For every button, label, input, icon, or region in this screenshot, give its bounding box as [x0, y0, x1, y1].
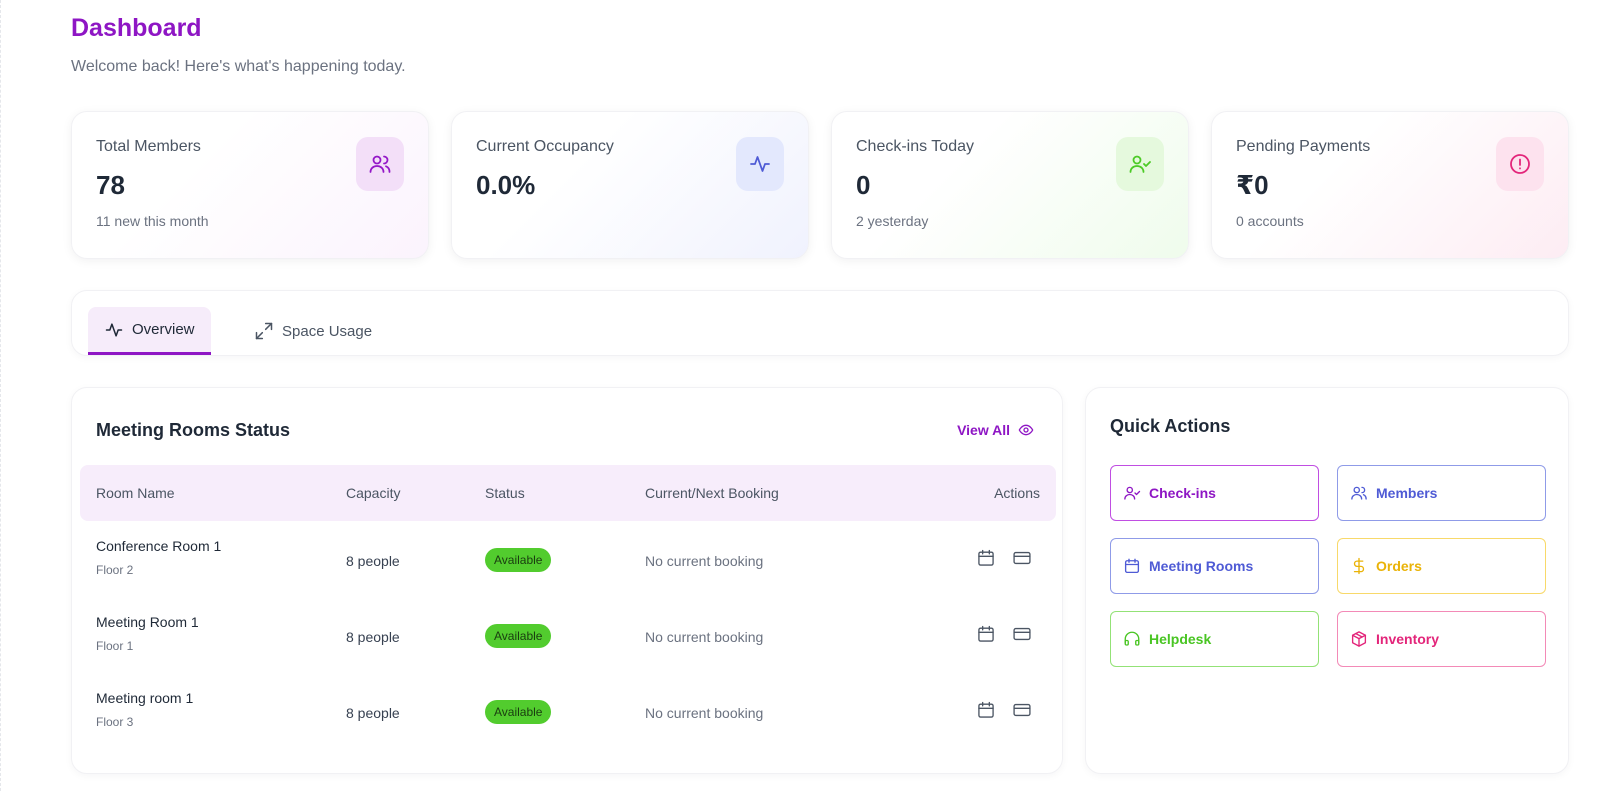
stat-value: 0.0% — [476, 170, 536, 200]
table-header: Room Name Capacity Status Current/Next B… — [80, 465, 1056, 521]
button-label: Inventory — [1376, 631, 1440, 647]
button-label: Check-ins — [1149, 485, 1216, 501]
members-button[interactable]: Members — [1337, 465, 1546, 521]
view-all-label: View All — [957, 422, 1010, 438]
column-header-capacity: Capacity — [346, 485, 401, 501]
stat-card-total-members: Total Members 78 11 new this month — [71, 111, 429, 259]
calendar-icon[interactable] — [976, 700, 998, 722]
quick-actions-card: Quick Actions Check-ins Members Meeting … — [1085, 387, 1569, 774]
expand-icon — [255, 322, 273, 340]
credit-card-icon[interactable] — [1012, 700, 1034, 722]
room-floor: Floor 3 — [96, 715, 134, 729]
column-header-status: Status — [485, 485, 525, 501]
users-icon — [356, 137, 404, 191]
stat-note: 0 accounts — [1236, 213, 1304, 229]
column-header-booking: Current/Next Booking — [645, 485, 779, 501]
room-floor: Floor 2 — [96, 563, 134, 577]
headphones-icon — [1124, 631, 1140, 646]
dollar-icon — [1353, 557, 1365, 575]
users-icon — [1351, 486, 1367, 500]
column-header-actions: Actions — [994, 485, 1040, 501]
table-row: Conference Room 1 Floor 2 8 people Avail… — [72, 521, 1064, 597]
column-header-room-name: Room Name — [96, 485, 175, 501]
room-name: Meeting room 1 — [96, 690, 194, 706]
room-name: Conference Room 1 — [96, 538, 222, 554]
eye-icon — [1018, 424, 1034, 436]
stat-card-current-occupancy: Current Occupancy 0.0% — [451, 111, 809, 259]
room-floor: Floor 1 — [96, 639, 134, 653]
room-capacity: 8 people — [346, 705, 400, 721]
status-badge: Available — [485, 700, 552, 724]
room-capacity: 8 people — [346, 553, 400, 569]
table-row: Meeting Room 1 Floor 1 8 people Availabl… — [72, 597, 1064, 673]
package-icon — [1351, 631, 1367, 647]
status-badge: Available — [485, 548, 552, 572]
button-label: Meeting Rooms — [1149, 558, 1254, 574]
meeting-rooms-button[interactable]: Meeting Rooms — [1110, 538, 1319, 594]
credit-card-icon[interactable] — [1012, 624, 1034, 646]
stat-label: Total Members — [96, 138, 201, 155]
meeting-rooms-title: Meeting Rooms Status — [96, 420, 291, 440]
stat-value: 78 — [96, 170, 125, 200]
user-check-icon — [1124, 486, 1141, 500]
activity-icon — [736, 137, 784, 191]
stat-label: Current Occupancy — [476, 138, 614, 155]
room-capacity: 8 people — [346, 629, 400, 645]
page-subtitle: Welcome back! Here's what's happening to… — [71, 58, 406, 75]
status-badge: Available — [485, 624, 552, 648]
stat-card-pending-payments: Pending Payments ₹0 0 accounts — [1211, 111, 1569, 259]
user-check-icon — [1116, 137, 1164, 191]
check-ins-button[interactable]: Check-ins — [1110, 465, 1319, 521]
tabs-bar: Overview Space Usage — [71, 290, 1569, 356]
page-title: Dashboard — [71, 14, 202, 42]
credit-card-icon[interactable] — [1012, 548, 1034, 570]
button-label: Helpdesk — [1149, 631, 1212, 647]
room-booking: No current booking — [645, 553, 764, 569]
room-name: Meeting Room 1 — [96, 614, 199, 630]
calendar-icon[interactable] — [976, 548, 998, 570]
calendar-icon[interactable] — [976, 624, 998, 646]
stats-row: Total Members 78 11 new this month Curre… — [71, 111, 1569, 259]
room-booking: No current booking — [645, 705, 764, 721]
stat-label: Check-ins Today — [856, 138, 974, 155]
tab-label: Overview — [132, 321, 195, 338]
room-booking: No current booking — [645, 629, 764, 645]
helpdesk-button[interactable]: Helpdesk — [1110, 611, 1319, 667]
inventory-button[interactable]: Inventory — [1337, 611, 1546, 667]
activity-icon — [105, 322, 123, 337]
stat-value: ₹0 — [1236, 170, 1269, 200]
button-label: Members — [1376, 485, 1438, 501]
tab-space-usage[interactable]: Space Usage — [238, 307, 388, 355]
quick-actions-title: Quick Actions — [1110, 416, 1231, 436]
view-all-link[interactable]: View All — [957, 422, 1034, 438]
orders-button[interactable]: Orders — [1337, 538, 1546, 594]
stat-label: Pending Payments — [1236, 138, 1371, 155]
tab-label: Space Usage — [282, 322, 373, 340]
stat-note: 2 yesterday — [856, 213, 929, 229]
tab-overview[interactable]: Overview — [88, 307, 211, 355]
button-label: Orders — [1376, 558, 1422, 574]
stat-note: 11 new this month — [96, 213, 209, 229]
calendar-icon — [1124, 558, 1140, 574]
stat-value: 0 — [856, 170, 871, 200]
stat-card-check-ins-today: Check-ins Today 0 2 yesterday — [831, 111, 1189, 259]
table-row: Meeting room 1 Floor 3 8 people Availabl… — [72, 673, 1064, 749]
alert-circle-icon — [1496, 137, 1544, 191]
meeting-rooms-card: Meeting Rooms Status View All Room Name … — [71, 387, 1063, 774]
